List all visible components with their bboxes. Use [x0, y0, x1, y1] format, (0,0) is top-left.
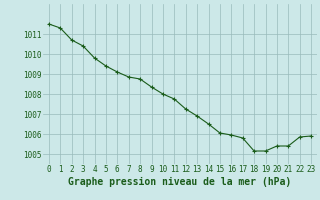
X-axis label: Graphe pression niveau de la mer (hPa): Graphe pression niveau de la mer (hPa)	[68, 177, 292, 187]
